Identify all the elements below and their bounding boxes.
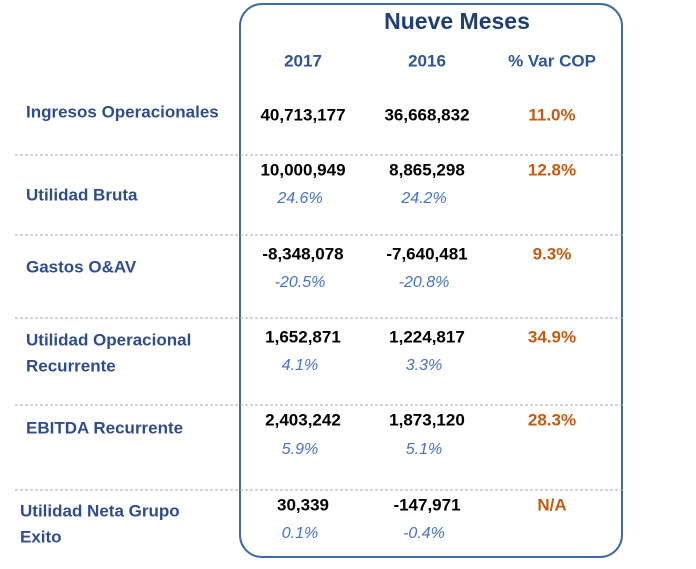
margin: 5.1% <box>406 441 442 458</box>
value: 30,339 <box>277 495 329 514</box>
var-value: 28.3% <box>528 410 576 429</box>
margin: 24.6% <box>276 190 322 207</box>
table-title: Nueve Meses <box>384 8 530 34</box>
value: -7,640,481 <box>386 244 467 263</box>
value: 1,224,817 <box>389 327 465 346</box>
value: 36,668,832 <box>384 105 469 124</box>
value: 1,873,120 <box>389 410 465 429</box>
value: 10,000,949 <box>260 160 345 179</box>
value: 2,403,242 <box>265 410 341 429</box>
margin: -0.4% <box>403 525 445 542</box>
row-label: Utilidad Bruta <box>26 185 138 204</box>
column-header: 2016 <box>408 51 446 70</box>
var-value: N/A <box>537 495 566 514</box>
value: 1,652,871 <box>265 327 341 346</box>
var-value: 12.8% <box>528 160 576 179</box>
var-value: 9.3% <box>533 244 572 263</box>
row-label: EBITDA Recurrente <box>26 418 183 437</box>
margin: 3.3% <box>406 357 442 374</box>
margin: 24.2% <box>400 190 446 207</box>
column-header: % Var COP <box>508 51 596 70</box>
row-label: Recurrente <box>26 356 116 375</box>
row-label: Exito <box>20 527 62 546</box>
value: 8,865,298 <box>389 160 465 179</box>
margin: 4.1% <box>282 357 318 374</box>
margin: -20.5% <box>275 274 326 291</box>
row-label: Gastos O&AV <box>26 257 137 276</box>
period-box <box>239 3 623 558</box>
row-label: Utilidad Operacional <box>26 330 191 349</box>
var-value: 11.0% <box>528 105 575 124</box>
margin: 0.1% <box>282 525 318 542</box>
var-value: 34.9% <box>528 327 576 346</box>
row-label: Ingresos Operacionales <box>26 102 219 121</box>
margin: 5.9% <box>282 441 318 458</box>
row-label: Utilidad Neta Grupo <box>20 501 180 520</box>
value: 40,713,177 <box>260 105 345 124</box>
value: -8,348,078 <box>262 244 343 263</box>
value: -147,971 <box>393 495 460 514</box>
column-header: 2017 <box>284 51 322 70</box>
margin: -20.8% <box>399 274 450 291</box>
